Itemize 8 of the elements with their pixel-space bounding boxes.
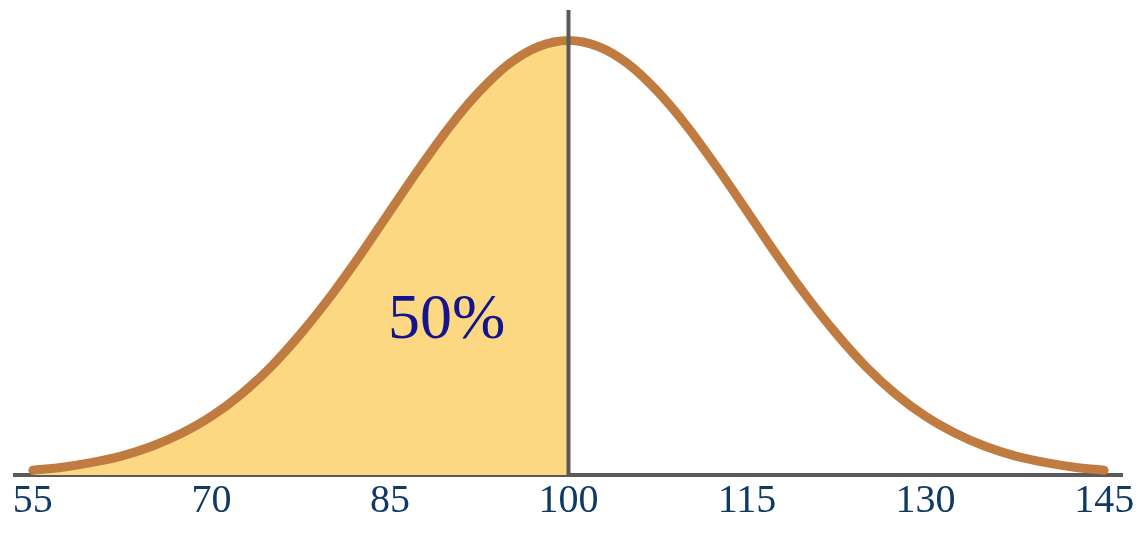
x-tick-label: 145 xyxy=(1074,475,1135,521)
x-tick-label: 85 xyxy=(369,475,410,521)
x-tick-label: 70 xyxy=(191,475,232,521)
x-tick-label: 100 xyxy=(538,475,599,521)
x-tick-label: 115 xyxy=(717,475,777,521)
x-tick-label: 130 xyxy=(895,475,956,521)
annotation: 50% xyxy=(388,281,506,353)
x-tick-label: 55 xyxy=(12,475,53,521)
